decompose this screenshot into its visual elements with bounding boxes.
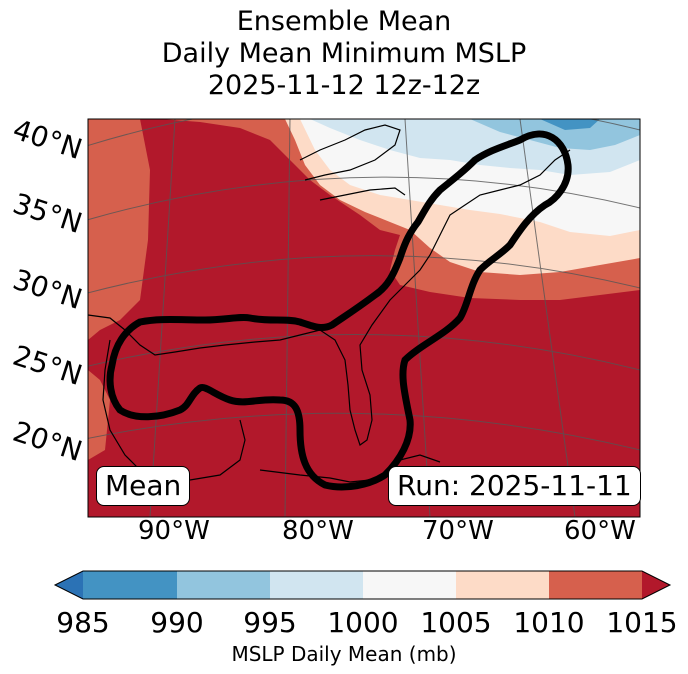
pressure-field-west-1010: [88, 119, 150, 340]
colorbar-bin-1000: [363, 571, 456, 599]
chart-title-line3: 2025-11-12 12z-12z: [207, 70, 481, 101]
colorbar-tick: 1000: [327, 606, 399, 639]
chart-title-line1: Ensemble Mean: [236, 6, 452, 37]
lon-label-80: 80°W: [282, 516, 354, 546]
colorbar: [53, 570, 672, 600]
lon-label-60: 60°W: [564, 516, 636, 546]
colorbar-tick: 1010: [513, 606, 585, 639]
colorbar-bin-985: [83, 571, 177, 599]
colorbar-bin-1005: [456, 571, 549, 599]
colorbar-tick: 995: [243, 606, 297, 639]
pressure-field-990: [470, 119, 640, 150]
lon-label-90: 90°W: [138, 516, 210, 546]
lon-label-70: 70°W: [422, 516, 494, 546]
mslp-contour: [106, 130, 572, 491]
chart-title-line2: Daily Mean Minimum MSLP: [161, 38, 527, 69]
mean-label: Mean: [96, 466, 191, 506]
colorbar-tick: 985: [56, 606, 110, 639]
colorbar-tick: 1005: [420, 606, 492, 639]
colorbar-tick: 1015: [606, 606, 678, 639]
colorbar-bin-1010: [549, 571, 642, 599]
colorbar-bin-995: [270, 571, 363, 599]
colorbar-extend-min: [55, 571, 83, 599]
colorbar-label: MSLP Daily Mean (mb): [231, 642, 457, 666]
colorbar-tick: 990: [150, 606, 204, 639]
run-label: Run: 2025-11-11: [388, 466, 641, 506]
map-frame: [87, 118, 641, 518]
colorbar-bin-990: [177, 571, 270, 599]
pressure-field-985: [540, 119, 600, 130]
colorbar-extend-max: [642, 571, 670, 599]
